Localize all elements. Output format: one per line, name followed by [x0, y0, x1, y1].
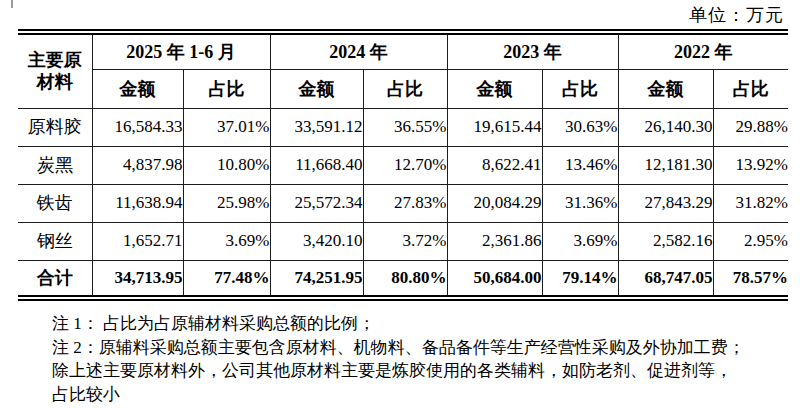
amount-cell: 74,251.95 [270, 260, 363, 298]
amount-cell: 11,668.40 [270, 146, 363, 184]
amount-cell: 4,837.98 [92, 146, 183, 184]
header-main-materials: 主要原 材料 [18, 32, 92, 108]
amount-cell: 27,843.29 [618, 184, 713, 222]
ratio-cell: 12.70% [363, 146, 447, 184]
header-period-2022: 2022 年 [618, 32, 788, 69]
amount-cell: 11,638.94 [92, 184, 183, 222]
amount-cell: 33,591.12 [270, 108, 363, 146]
unit-label: 单位：万元 [689, 3, 784, 27]
amount-cell: 12,181.30 [618, 146, 713, 184]
document-page: 单位：万元 主要原 材料 2025 年 1-6 月 2024 年 2023 年 … [0, 0, 800, 408]
subheader-ratio-2024: 占比 [363, 69, 447, 108]
table-row-total: 合计 34,713.95 77.48% 74,251.95 80.80% 50,… [18, 260, 788, 298]
ratio-cell: 31.36% [542, 184, 618, 222]
row-label: 钢丝 [18, 222, 92, 260]
ratio-cell: 80.80% [363, 260, 447, 298]
amount-cell: 2,582.16 [618, 222, 713, 260]
amount-cell: 26,140.30 [618, 108, 713, 146]
amount-cell: 68,747.05 [618, 260, 713, 298]
footnote-line-3: 除上述主要原材料外，公司其他原材料主要是炼胶使用的各类辅料，如防老剂、促进剂等， [52, 359, 745, 383]
row-label: 铁齿 [18, 184, 92, 222]
page-edge-mark [11, 0, 13, 8]
subheader-ratio-2023: 占比 [542, 69, 618, 108]
ratio-cell: 10.80% [183, 146, 270, 184]
ratio-cell: 37.01% [183, 108, 270, 146]
ratio-cell: 2.95% [713, 222, 788, 260]
footnotes: 注 1： 占比为占原辅材料采购总额的比例； 注 2：原辅料采购总额主要包含原材料… [52, 312, 745, 406]
raw-materials-table: 主要原 材料 2025 年 1-6 月 2024 年 2023 年 2022 年… [18, 29, 788, 301]
subheader-amount-2025h1: 金额 [92, 69, 183, 108]
amount-cell: 8,622.41 [447, 146, 542, 184]
subheader-amount-2024: 金额 [270, 69, 363, 108]
header-main-materials-line2: 材料 [37, 72, 73, 92]
subheader-ratio-2022: 占比 [713, 69, 788, 108]
ratio-cell: 3.69% [183, 222, 270, 260]
header-period-2024: 2024 年 [270, 32, 447, 69]
table-row-carbon-black: 炭黑 4,837.98 10.80% 11,668.40 12.70% 8,62… [18, 146, 788, 184]
amount-cell: 25,572.34 [270, 184, 363, 222]
table-row-iron-teeth: 铁齿 11,638.94 25.98% 25,572.34 27.83% 20,… [18, 184, 788, 222]
row-label: 原料胶 [18, 108, 92, 146]
table-row-steel-wire: 钢丝 1,652.71 3.69% 3,420.10 3.72% 2,361.8… [18, 222, 788, 260]
ratio-cell: 3.72% [363, 222, 447, 260]
header-main-materials-line1: 主要原 [28, 50, 82, 70]
ratio-cell: 27.83% [363, 184, 447, 222]
amount-cell: 34,713.95 [92, 260, 183, 298]
ratio-cell: 78.57% [713, 260, 788, 298]
header-period-2023: 2023 年 [447, 32, 618, 69]
amount-cell: 19,615.44 [447, 108, 542, 146]
amount-cell: 2,361.86 [447, 222, 542, 260]
subheader-amount-2023: 金额 [447, 69, 542, 108]
ratio-cell: 13.92% [713, 146, 788, 184]
amount-cell: 16,584.33 [92, 108, 183, 146]
table-row-raw-rubber: 原料胶 16,584.33 37.01% 33,591.12 36.55% 19… [18, 108, 788, 146]
ratio-cell: 13.46% [542, 146, 618, 184]
amount-cell: 50,684.00 [447, 260, 542, 298]
header-period-2025h1: 2025 年 1-6 月 [92, 32, 270, 69]
amount-cell: 3,420.10 [270, 222, 363, 260]
ratio-cell: 30.63% [542, 108, 618, 146]
amount-cell: 20,084.29 [447, 184, 542, 222]
subheader-amount-2022: 金额 [618, 69, 713, 108]
footnote-line-1: 注 1： 占比为占原辅材料采购总额的比例； [52, 312, 745, 336]
ratio-cell: 3.69% [542, 222, 618, 260]
ratio-cell: 29.88% [713, 108, 788, 146]
ratio-cell: 77.48% [183, 260, 270, 298]
ratio-cell: 79.14% [542, 260, 618, 298]
footnote-line-2: 注 2：原辅料采购总额主要包含原材料、机物料、备品备件等生产经营性采购及外协加工… [52, 336, 745, 360]
footnote-line-4: 占比较小 [52, 383, 745, 407]
row-label: 炭黑 [18, 146, 92, 184]
amount-cell: 1,652.71 [92, 222, 183, 260]
ratio-cell: 25.98% [183, 184, 270, 222]
subheader-ratio-2025h1: 占比 [183, 69, 270, 108]
ratio-cell: 36.55% [363, 108, 447, 146]
ratio-cell: 31.82% [713, 184, 788, 222]
row-label-total: 合计 [18, 260, 92, 298]
